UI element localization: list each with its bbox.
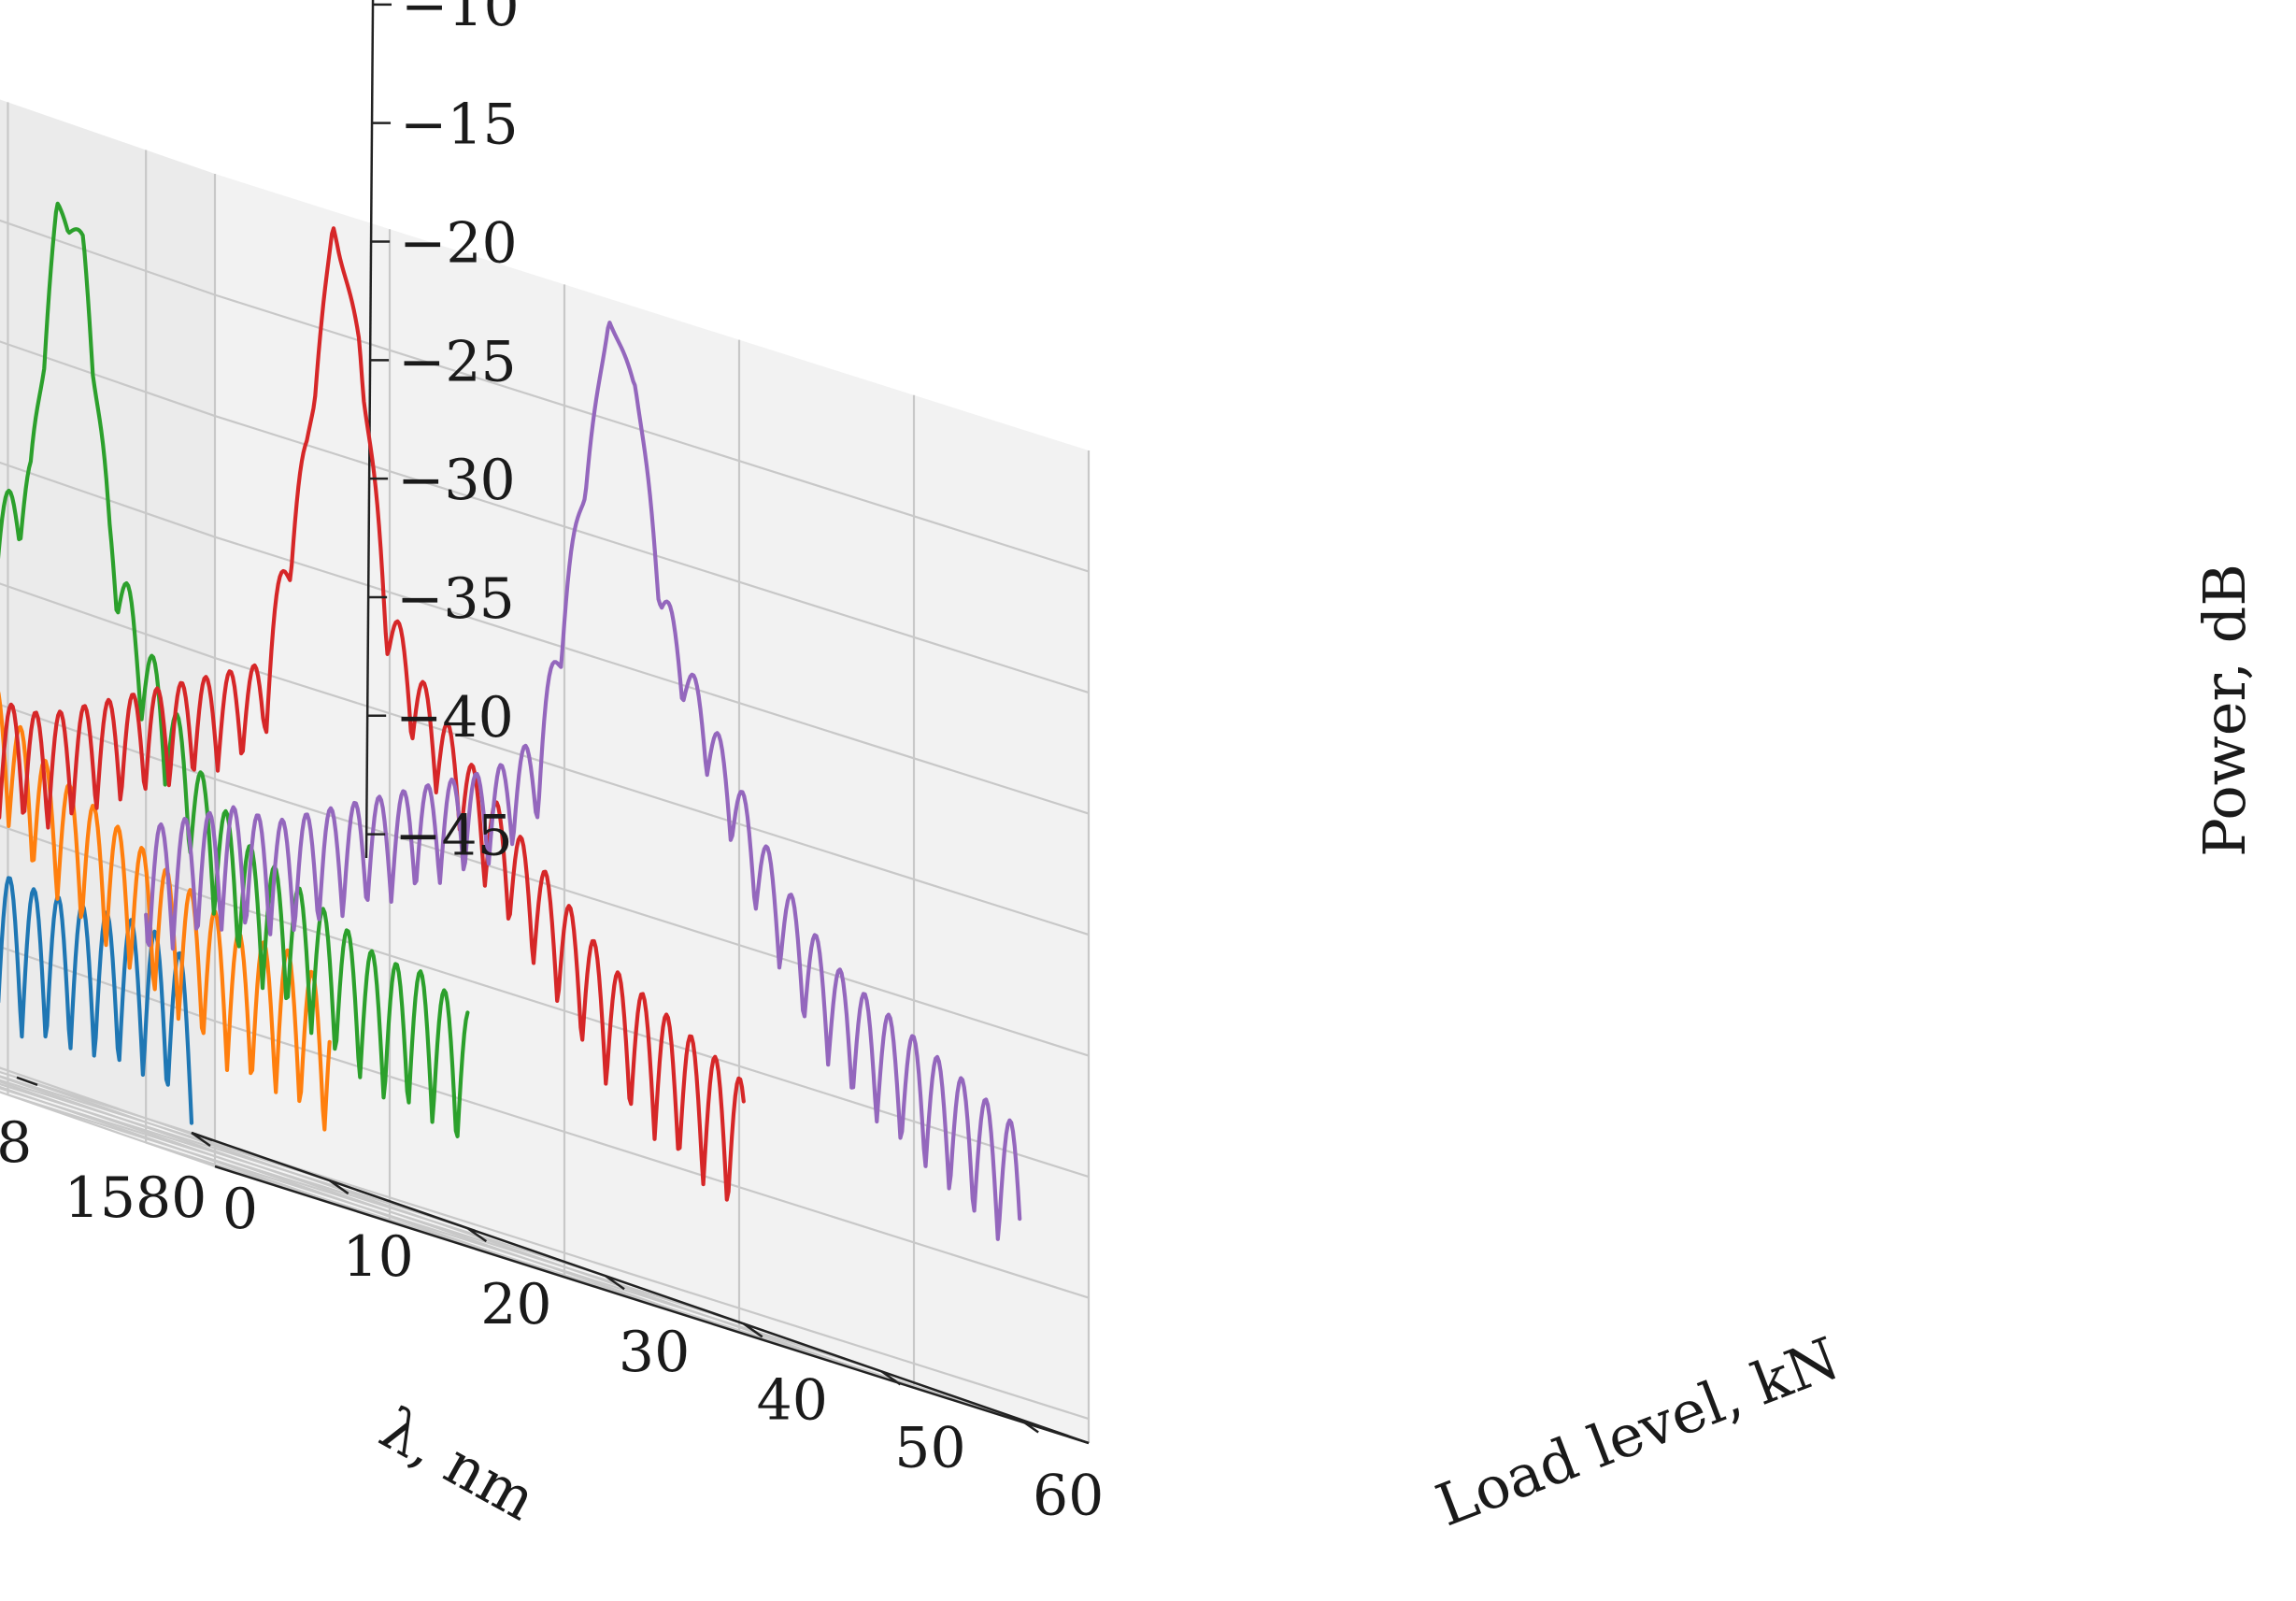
x-tick-label: 1578 [0, 1110, 32, 1176]
y-tick-mark [743, 1322, 763, 1338]
grid-line [0, 1075, 331, 1182]
y-tick-label: 30 [619, 1320, 690, 1385]
y-tick-mark [1019, 1418, 1039, 1434]
z-tick-label: −25 [398, 329, 517, 394]
z-axis-line [364, 0, 375, 859]
x-tick-label: 1580 [64, 1165, 207, 1231]
grid-line [214, 1141, 1090, 1421]
z-tick-label: −30 [397, 448, 516, 513]
y-axis-title: Load level, kN [1427, 1323, 1847, 1539]
y-axis-line [191, 1131, 1090, 1445]
grid-line [145, 1141, 1020, 1421]
x-axis-line [214, 1165, 1090, 1445]
grid-line [0, 824, 216, 902]
grid-line [214, 536, 1090, 815]
series-line-40kN [0, 226, 746, 1202]
y-tick-mark [880, 1370, 902, 1386]
z-tick-label: −15 [400, 93, 519, 158]
grid-line [0, 461, 216, 538]
y-tick-label: 40 [757, 1367, 828, 1433]
grid-line [0, 219, 216, 296]
grid-line [0, 1079, 468, 1230]
grid-line [0, 1085, 391, 1223]
grid-line [0, 1087, 745, 1325]
grid-line [0, 1066, 216, 1144]
z-tick-label: −10 [401, 0, 520, 39]
series-line-0kN [0, 876, 194, 1125]
z-axis-title: Power, dB [2190, 564, 2259, 857]
grid-line [214, 899, 1090, 1179]
x-tick-mark [16, 1076, 38, 1086]
x-axis-title: λ, nm [369, 1394, 548, 1534]
grid-line [214, 414, 1090, 694]
y-tick-label: 20 [480, 1272, 551, 1337]
tick-labels: 1570157215741576157815800102030405060−10… [0, 0, 1104, 1528]
axis-lines [191, 0, 1090, 1445]
y-tick-mark [191, 1131, 211, 1148]
y-tick-mark [328, 1179, 349, 1195]
y-tick-label: 0 [222, 1177, 258, 1242]
grid-line [0, 1070, 193, 1135]
z-tick-label: −40 [395, 685, 514, 750]
y-tick-mark [605, 1275, 625, 1291]
series-line-10kN [0, 691, 332, 1132]
grid-line [0, 1082, 606, 1278]
y-tick-label: 60 [1033, 1463, 1104, 1528]
grid-line [7, 1094, 882, 1373]
series-group [0, 201, 1022, 1241]
z-tick-label: −45 [394, 804, 513, 869]
series-line-60kN [144, 321, 1022, 1241]
y-tick-label: 50 [894, 1415, 965, 1480]
series-line-20kN [0, 201, 470, 1139]
grid-line [0, 1091, 216, 1168]
z-tick-label: −20 [399, 210, 518, 276]
y-tick-label: 10 [343, 1224, 414, 1290]
z-tick-label: −35 [396, 566, 515, 632]
grid-line [0, 582, 216, 660]
y-tick-mark [466, 1227, 488, 1243]
grid-line [0, 340, 216, 418]
grid-line [214, 657, 1090, 936]
back-pane-left [215, 174, 1089, 1443]
